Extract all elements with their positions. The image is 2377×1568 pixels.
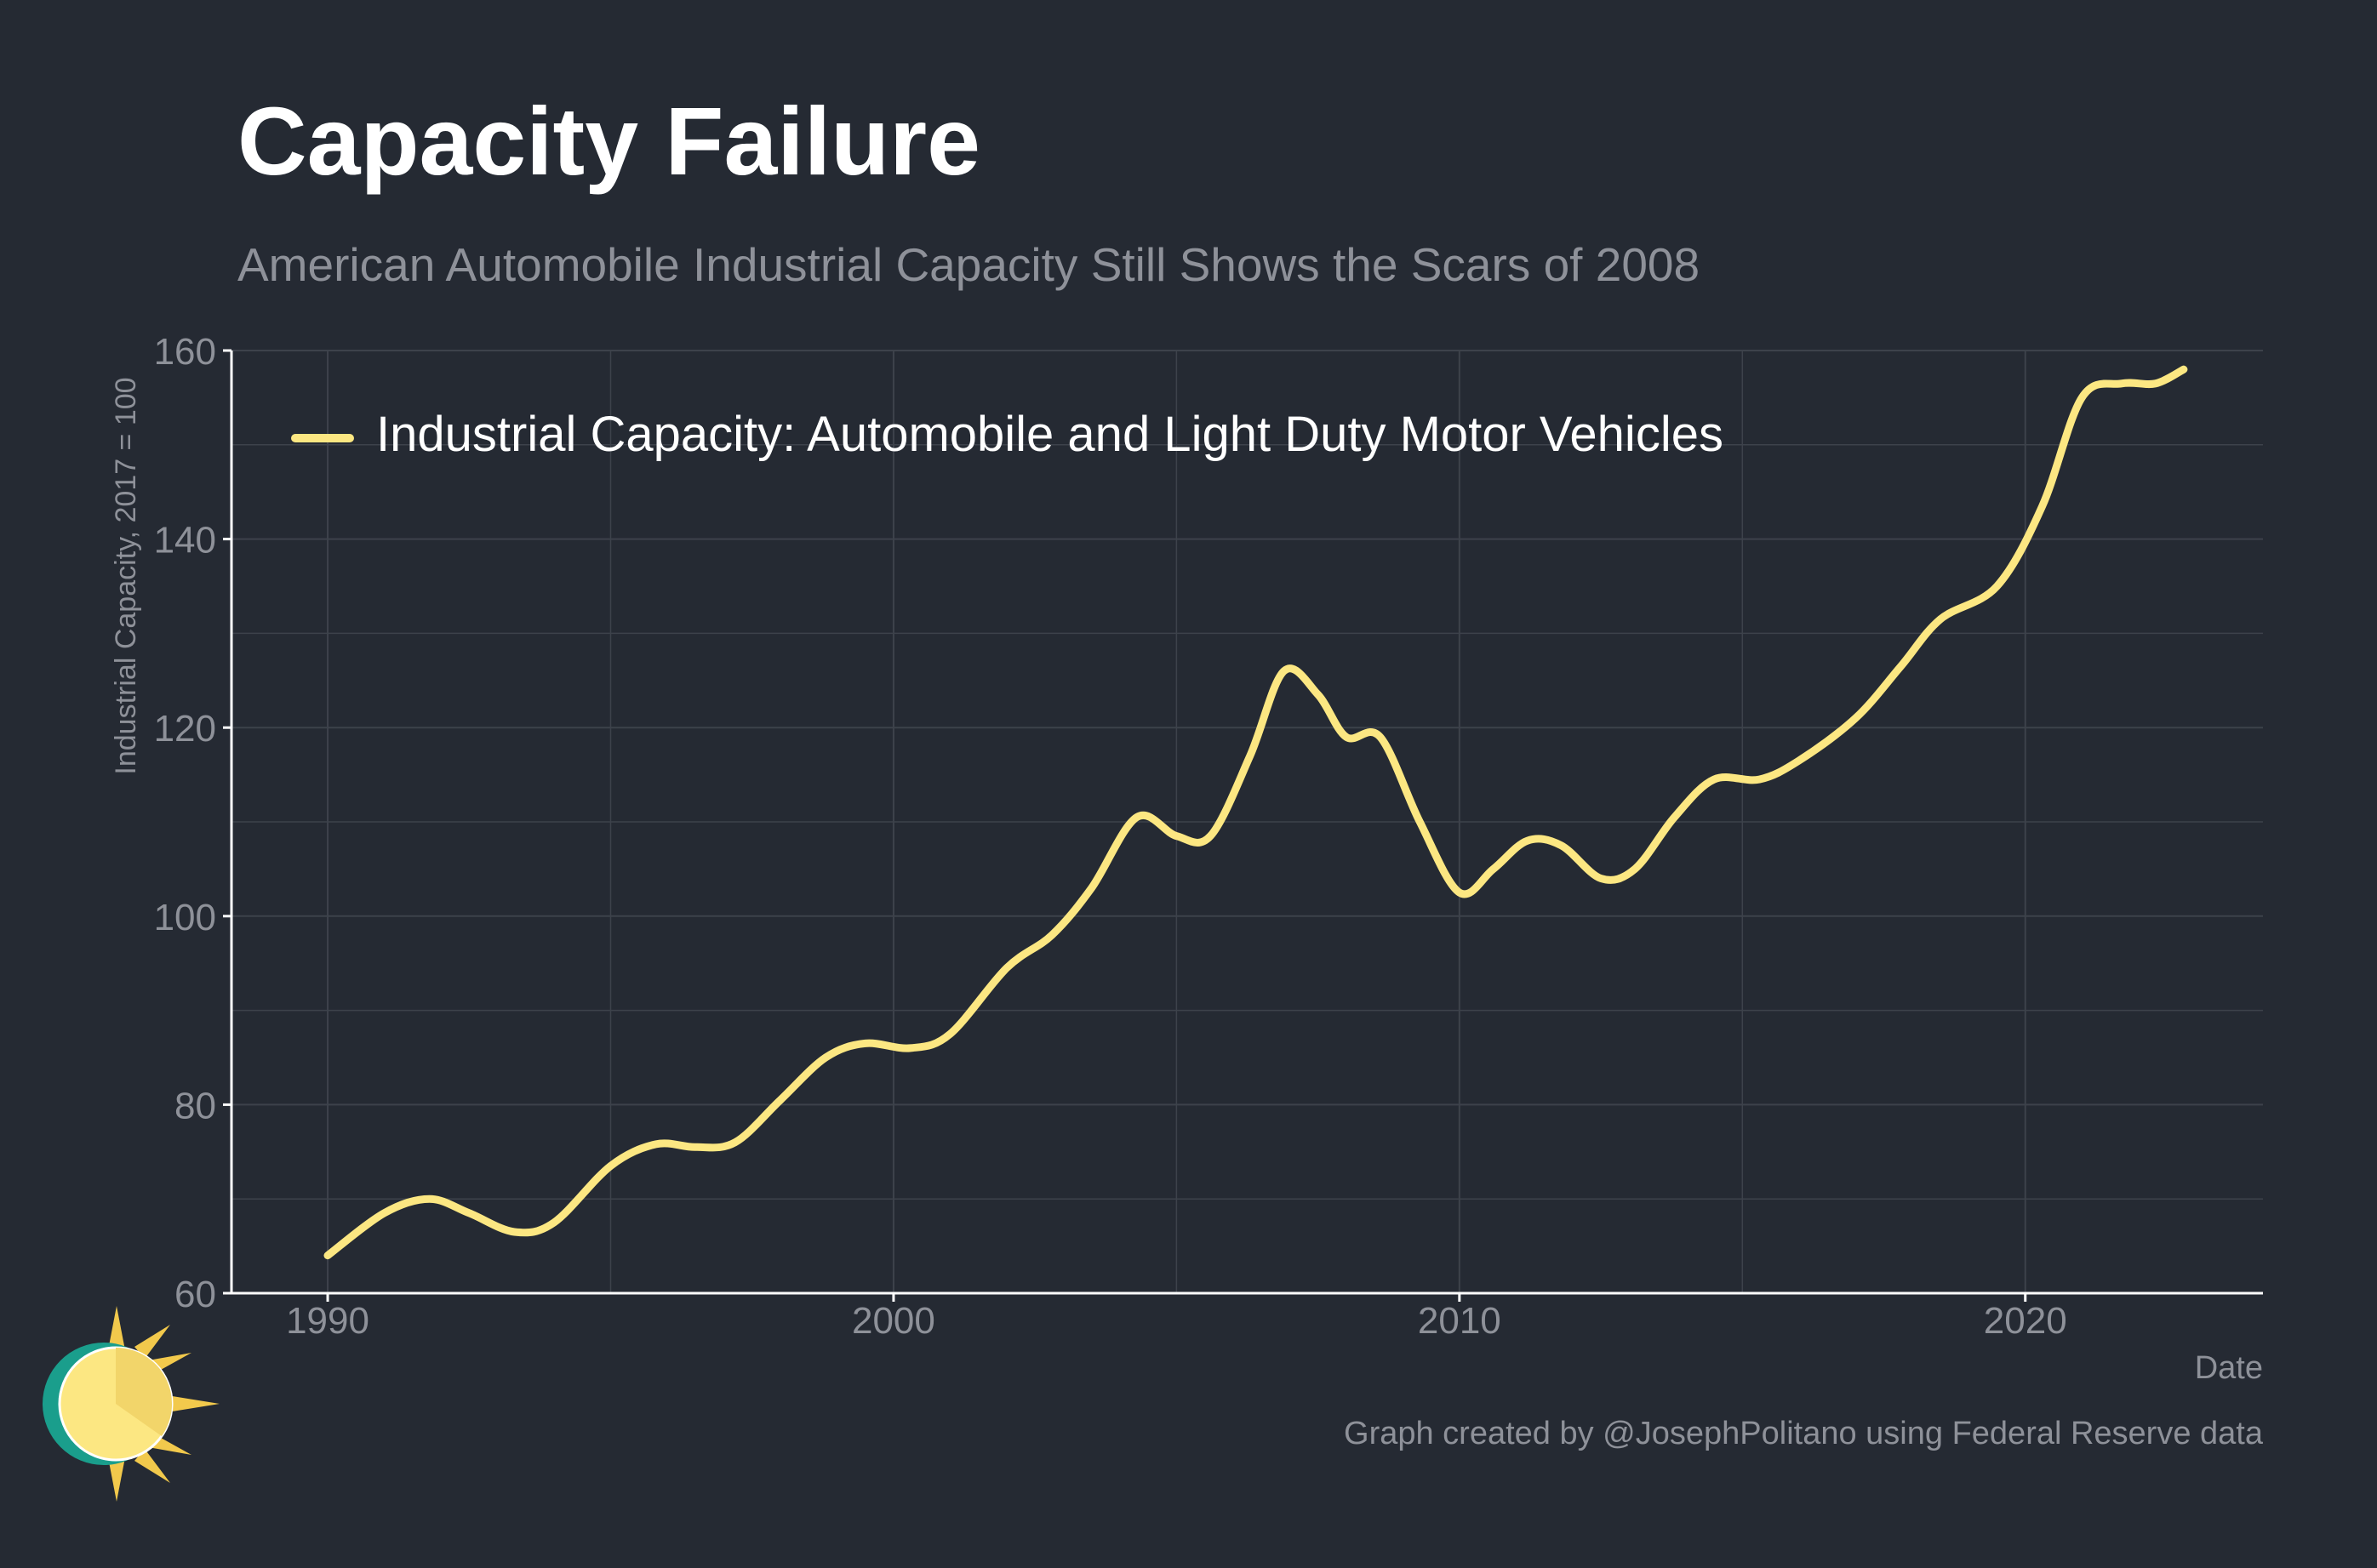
y-tick-labels: 60 80 100 120 140 160	[154, 331, 216, 1315]
source-caption: Graph created by @JosephPolitano using F…	[1344, 1416, 2263, 1451]
y-tick-label: 80	[174, 1085, 216, 1126]
x-tick-label: 2000	[852, 1300, 935, 1342]
y-tick-label: 120	[154, 708, 216, 750]
y-tick-label: 100	[154, 897, 216, 938]
x-tick-label: 2010	[1418, 1300, 1501, 1342]
legend-label: Industrial Capacity: Automobile and Ligh…	[376, 407, 1723, 462]
x-tick-label: 1990	[286, 1300, 369, 1342]
chart-title: Capacity Failure	[237, 88, 980, 195]
legend: Industrial Capacity: Automobile and Ligh…	[291, 407, 1723, 462]
grid-lines	[231, 350, 2263, 1293]
x-axis-label: Date	[2195, 1350, 2263, 1386]
x-tick-label: 2020	[1984, 1300, 2067, 1342]
series-lines	[323, 365, 2188, 1260]
y-axis-label: Industrial Capacity, 2017 = 100	[110, 377, 142, 774]
y-tick-label: 60	[174, 1274, 216, 1315]
sun-logo-icon	[43, 1306, 220, 1502]
axes	[223, 349, 2263, 1302]
series-line	[323, 365, 2188, 1260]
y-tick-label: 160	[154, 331, 216, 373]
chart-subtitle: American Automobile Industrial Capacity …	[237, 238, 1700, 291]
y-tick-label: 140	[154, 520, 216, 562]
x-tick-labels: 1990 2000 2010 2020	[286, 1300, 2067, 1342]
